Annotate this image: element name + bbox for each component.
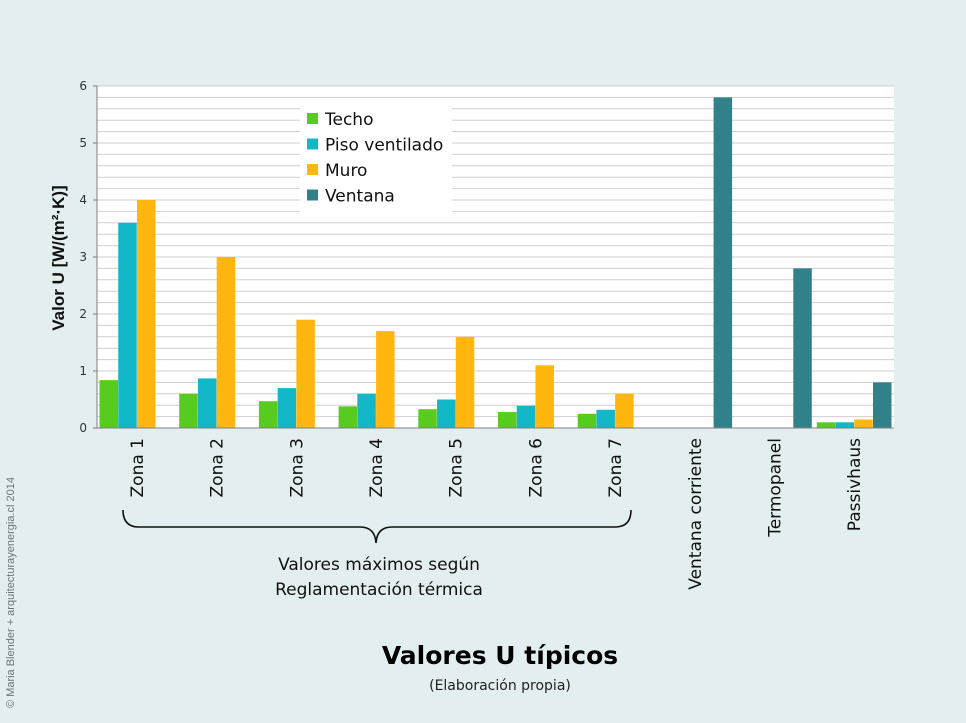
bar-piso-ventilado <box>357 393 376 428</box>
bar-piso-ventilado <box>437 399 456 428</box>
bar-piso-ventilado <box>277 388 297 428</box>
y-tick-label: 5 <box>79 136 87 150</box>
bar-piso-ventilado <box>118 222 137 428</box>
y-tick-labels: 0 1 2 3 4 5 6 <box>79 79 97 435</box>
x-tick-label: Ventana corriente <box>686 438 706 590</box>
x-tick-labels: Zona 1 Zona 2 Zona 3 Zona 4 Zona 5 Zona 6 Zona… <box>128 438 865 590</box>
y-tick-label: 1 <box>79 364 87 378</box>
bar-piso-ventilado <box>835 422 855 428</box>
y-tick-label: 3 <box>79 250 87 264</box>
bar-muro <box>455 336 475 428</box>
legend-swatch <box>307 164 318 175</box>
x-tick-label: Zona 7 <box>606 438 626 497</box>
bracket-annotation-line-2: Reglamentación térmica <box>275 580 483 600</box>
bars <box>99 97 892 429</box>
x-tick-label: Zona 3 <box>287 438 307 497</box>
bar-techo <box>99 380 119 428</box>
chart-title: Valores U típicos <box>382 641 618 670</box>
bar-techo <box>338 406 358 428</box>
y-tick-label: 2 <box>79 307 87 321</box>
x-tick-label: Zona 2 <box>208 438 228 497</box>
legend-swatch <box>307 113 318 124</box>
bar-techo <box>418 409 437 428</box>
x-tick-label: Passivhaus <box>845 438 865 531</box>
legend-swatch <box>307 138 318 150</box>
y-tick-label: 6 <box>79 79 87 93</box>
y-tick-label: 0 <box>79 421 87 435</box>
legend-label: Techo <box>324 110 373 130</box>
legend-label: Muro <box>325 161 367 181</box>
bar-techo <box>498 412 517 428</box>
watermark: © Maria Blender + arquitecturayenergia.c… <box>5 477 17 708</box>
x-tick-label: Zona 5 <box>447 438 467 497</box>
bar-muro <box>535 365 554 428</box>
y-axis-label: Valor U [W/(m²·K)] <box>49 185 68 330</box>
x-tick-label: Zona 1 <box>128 438 148 497</box>
legend-label: Ventana <box>325 187 395 207</box>
bar-techo <box>258 401 278 428</box>
y-tick-label: 4 <box>79 193 87 207</box>
bar-muro <box>615 393 634 428</box>
x-tick-label: Zona 4 <box>367 438 387 497</box>
chart-subtitle: (Elaboración propia) <box>429 678 571 694</box>
bar-muro <box>376 331 395 428</box>
zone-bracket <box>122 509 632 544</box>
x-tick-label: Zona 6 <box>526 438 546 497</box>
bar-ventana <box>872 382 892 428</box>
bar-muro <box>296 319 315 428</box>
x-tick-label: Termopanel <box>765 438 785 538</box>
legend: Techo Piso ventilado Muro Ventana <box>300 104 452 212</box>
bar-techo <box>816 422 836 428</box>
bar-ventana <box>793 268 812 428</box>
bar-muro <box>854 419 873 428</box>
bar-ventana <box>713 97 733 429</box>
bar-techo <box>179 393 198 428</box>
bar-techo <box>577 413 597 428</box>
bar-muro <box>216 257 236 428</box>
bar-piso-ventilado <box>596 409 615 428</box>
bar-muro <box>136 200 156 428</box>
legend-label: Piso ventilado <box>325 136 443 156</box>
legend-swatch <box>307 189 318 201</box>
legend-box <box>300 104 452 212</box>
bracket-annotation-line-1: Valores máximos según <box>278 555 480 575</box>
bar-piso-ventilado <box>516 405 536 428</box>
bar-piso-ventilado <box>197 378 217 428</box>
